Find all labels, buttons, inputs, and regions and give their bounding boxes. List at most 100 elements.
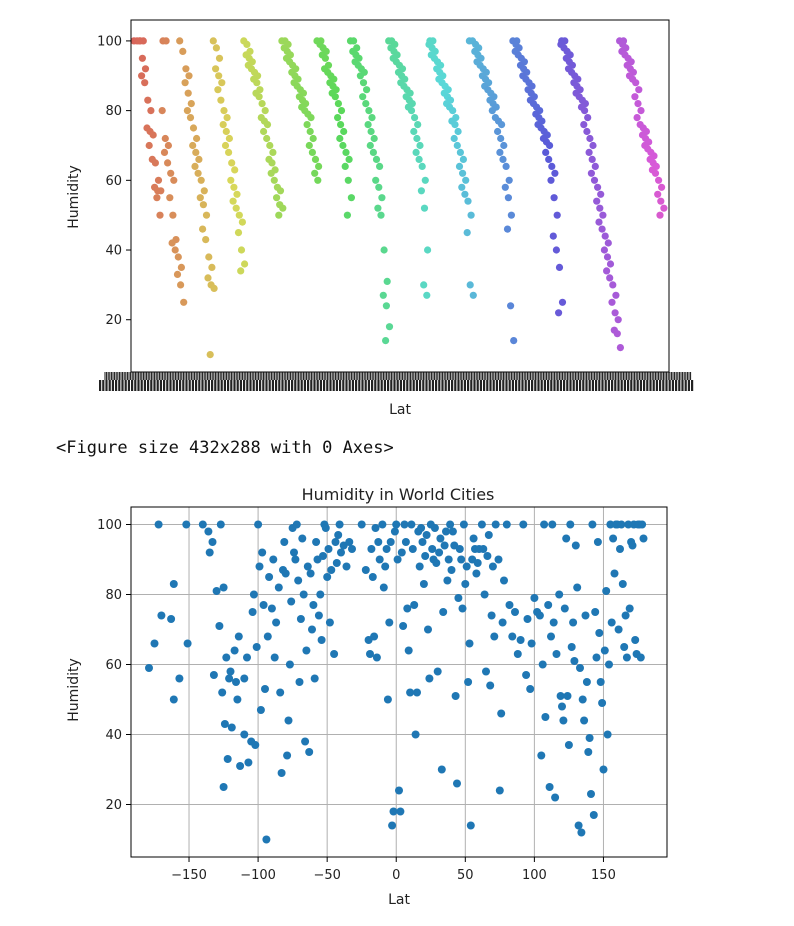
top-x-tick-label-glyph <box>543 380 546 391</box>
top-y-axis-label: Humidity <box>66 165 82 228</box>
top-x-tick-label-glyph <box>489 380 492 391</box>
bottom-point <box>461 580 470 588</box>
top-point <box>202 236 210 244</box>
bottom-y-tick-label: 20 <box>105 798 122 813</box>
top-x-tick-label-glyph <box>134 380 137 391</box>
bottom-point <box>249 590 258 599</box>
top-point <box>177 263 185 271</box>
top-x-tick-label-glyph <box>607 380 610 391</box>
top-point <box>270 176 278 184</box>
bottom-y-axis-label: Humidity <box>66 658 82 721</box>
bottom-point <box>454 594 463 602</box>
top-x-tick-label-glyph <box>665 380 668 391</box>
top-x-tick-label-glyph <box>511 380 514 391</box>
top-point <box>225 148 233 156</box>
top-point <box>363 86 371 94</box>
top-x-tick-label-glyph <box>556 380 559 391</box>
top-point <box>185 72 193 80</box>
bottom-point <box>205 548 214 557</box>
top-point <box>364 121 372 129</box>
bottom-point <box>614 625 623 634</box>
bottom-point <box>477 520 486 529</box>
top-point <box>260 127 268 136</box>
bottom-point <box>458 604 467 613</box>
top-x-tick-label-glyph <box>403 380 406 391</box>
top-point <box>266 141 274 150</box>
bottom-point <box>430 524 439 532</box>
top-point <box>321 54 329 62</box>
bottom-point <box>580 716 589 725</box>
top-point <box>179 47 187 56</box>
top-plot-frame <box>130 19 670 373</box>
top-point <box>469 291 477 299</box>
bottom-point <box>462 562 471 571</box>
bottom-point <box>435 548 444 557</box>
top-x-tick-label-glyph <box>684 380 687 391</box>
bottom-point <box>310 674 319 683</box>
top-x-tick-label-glyph <box>492 380 495 391</box>
top-point <box>594 183 602 191</box>
bottom-point <box>436 534 445 543</box>
top-x-axis-label: Lat <box>389 402 411 418</box>
top-x-tick-label-glyph <box>284 380 287 391</box>
top-point <box>599 211 607 219</box>
bottom-point <box>306 569 315 578</box>
top-x-tick-label-glyph <box>335 380 338 391</box>
top-x-tick-label-glyph <box>454 380 457 391</box>
top-point <box>219 121 227 129</box>
top-x-tick-label-glyph <box>179 380 182 391</box>
top-point <box>171 246 179 254</box>
top-point <box>309 134 317 143</box>
top-point <box>230 183 238 191</box>
bottom-point <box>473 559 482 567</box>
top-x-tick-label-glyph <box>623 380 626 391</box>
top-point <box>161 134 169 143</box>
bottom-point <box>169 580 178 588</box>
bottom-point <box>417 524 426 532</box>
bottom-point <box>312 538 321 546</box>
top-point <box>231 166 239 174</box>
top-point <box>237 246 246 254</box>
top-point <box>166 194 174 202</box>
bottom-point <box>487 611 496 620</box>
bottom-point <box>342 562 351 571</box>
bottom-x-tick-label: −150 <box>171 868 207 883</box>
top-x-tick-label-glyph <box>559 380 562 391</box>
top-point <box>149 131 157 139</box>
top-point <box>191 162 199 170</box>
bottom-point <box>406 688 415 697</box>
bottom-point <box>411 730 420 739</box>
top-point <box>591 162 599 170</box>
top-point <box>612 291 620 299</box>
top-point <box>547 176 555 184</box>
bottom-point <box>437 765 446 774</box>
top-point <box>232 204 240 212</box>
bottom-point <box>404 646 413 655</box>
top-x-tick-label-glyph <box>278 380 281 391</box>
top-point <box>548 162 556 170</box>
top-x-tick-label-glyph <box>435 380 438 391</box>
top-x-tick-label-glyph <box>547 380 550 391</box>
top-point <box>583 127 591 136</box>
top-x-tick-label-glyph <box>383 380 386 391</box>
bottom-point <box>451 692 460 700</box>
top-point <box>589 141 597 150</box>
bottom-point <box>248 608 257 616</box>
top-point <box>138 72 146 80</box>
top-point <box>167 169 175 177</box>
top-point <box>467 211 475 219</box>
bottom-point <box>255 562 264 571</box>
bottom-point <box>252 643 261 651</box>
top-point <box>225 134 233 143</box>
top-point <box>359 93 367 101</box>
bottom-point <box>261 685 269 693</box>
top-x-tick-label-glyph <box>636 380 639 391</box>
bottom-point <box>236 762 245 770</box>
bottom-point <box>535 611 544 620</box>
top-point <box>218 79 226 87</box>
bottom-point <box>366 650 374 658</box>
bottom-point <box>154 520 163 529</box>
top-x-tick-label-glyph <box>342 380 345 391</box>
bottom-point <box>602 587 611 595</box>
top-x-tick-label-glyph <box>355 380 358 391</box>
